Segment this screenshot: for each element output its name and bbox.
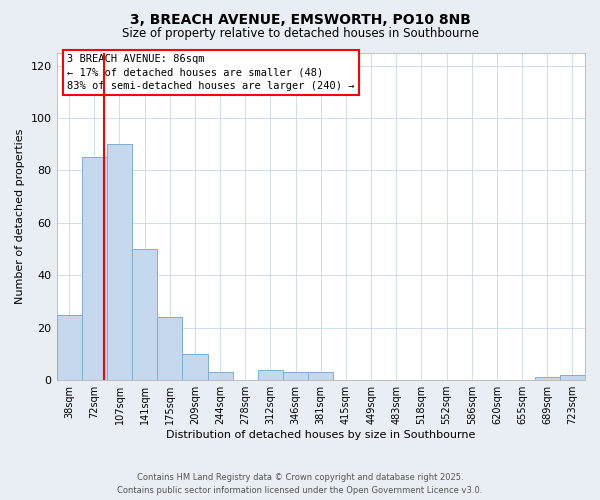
Text: Contains HM Land Registry data © Crown copyright and database right 2025.
Contai: Contains HM Land Registry data © Crown c… bbox=[118, 474, 482, 495]
X-axis label: Distribution of detached houses by size in Southbourne: Distribution of detached houses by size … bbox=[166, 430, 475, 440]
Text: 3, BREACH AVENUE, EMSWORTH, PO10 8NB: 3, BREACH AVENUE, EMSWORTH, PO10 8NB bbox=[130, 12, 470, 26]
Bar bbox=[157, 317, 182, 380]
Text: 3 BREACH AVENUE: 86sqm
← 17% of detached houses are smaller (48)
83% of semi-det: 3 BREACH AVENUE: 86sqm ← 17% of detached… bbox=[67, 54, 355, 90]
Bar bbox=[258, 370, 283, 380]
Bar bbox=[182, 354, 208, 380]
Bar bbox=[308, 372, 334, 380]
Bar bbox=[283, 372, 308, 380]
Bar bbox=[208, 372, 233, 380]
Bar bbox=[56, 314, 82, 380]
Bar bbox=[132, 249, 157, 380]
Bar bbox=[535, 378, 560, 380]
Text: Size of property relative to detached houses in Southbourne: Size of property relative to detached ho… bbox=[121, 28, 479, 40]
Bar bbox=[107, 144, 132, 380]
Bar bbox=[82, 158, 107, 380]
Y-axis label: Number of detached properties: Number of detached properties bbox=[15, 128, 25, 304]
Bar bbox=[560, 375, 585, 380]
